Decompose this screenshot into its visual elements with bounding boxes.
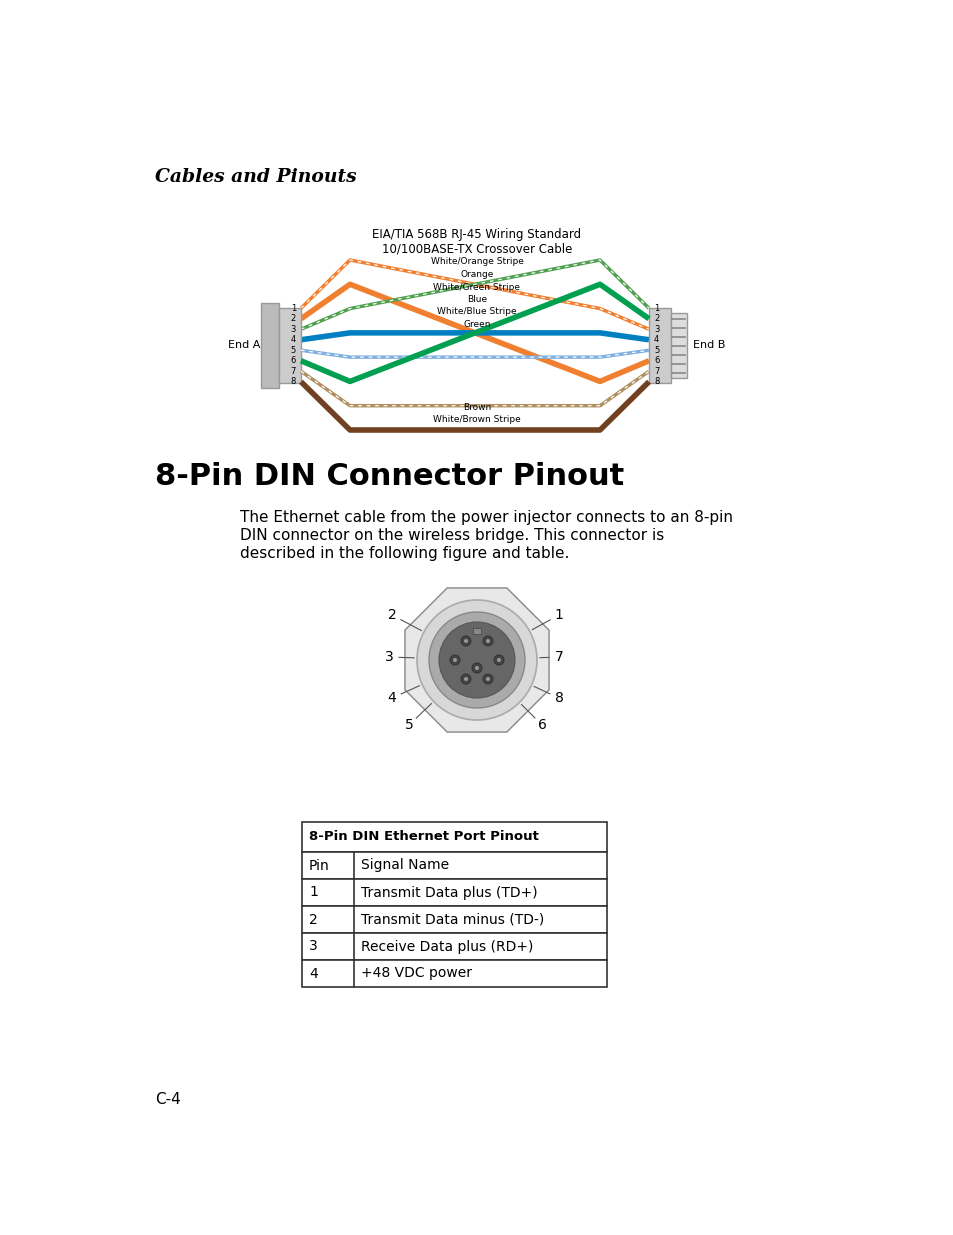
- Text: Transmit Data plus (TD+): Transmit Data plus (TD+): [360, 885, 537, 899]
- Text: 2: 2: [309, 913, 317, 926]
- FancyBboxPatch shape: [302, 960, 606, 987]
- Text: described in the following figure and table.: described in the following figure and ta…: [240, 546, 569, 561]
- Text: DIN connector on the wireless bridge. This connector is: DIN connector on the wireless bridge. Th…: [240, 529, 663, 543]
- Text: 3: 3: [654, 325, 659, 333]
- Text: 6: 6: [654, 356, 659, 366]
- Circle shape: [497, 658, 500, 662]
- Text: 4: 4: [291, 335, 295, 345]
- Text: Cables and Pinouts: Cables and Pinouts: [154, 168, 356, 186]
- Text: Receive Data plus (RD+): Receive Data plus (RD+): [360, 940, 533, 953]
- Text: The Ethernet cable from the power injector connects to an 8-pin: The Ethernet cable from the power inject…: [240, 510, 732, 525]
- Text: 1: 1: [554, 608, 563, 622]
- Text: End A: End A: [228, 340, 260, 350]
- Text: 6: 6: [291, 356, 295, 366]
- Circle shape: [460, 674, 471, 684]
- Text: White/Blue Stripe: White/Blue Stripe: [436, 308, 517, 316]
- Text: 5: 5: [654, 346, 659, 354]
- Circle shape: [482, 674, 493, 684]
- Text: 4: 4: [387, 692, 395, 705]
- Text: EIA/TIA 568B RJ-45 Wiring Standard: EIA/TIA 568B RJ-45 Wiring Standard: [372, 228, 581, 241]
- FancyBboxPatch shape: [302, 879, 606, 906]
- Text: Brown: Brown: [462, 403, 491, 412]
- Circle shape: [463, 677, 468, 680]
- Circle shape: [429, 613, 524, 708]
- Text: 5: 5: [291, 346, 295, 354]
- Text: 3: 3: [384, 650, 393, 664]
- Text: 7: 7: [654, 367, 659, 375]
- Circle shape: [450, 655, 459, 664]
- FancyBboxPatch shape: [302, 852, 606, 879]
- Circle shape: [494, 655, 503, 664]
- Text: 8: 8: [554, 692, 563, 705]
- FancyBboxPatch shape: [473, 629, 480, 634]
- FancyBboxPatch shape: [302, 932, 606, 960]
- Text: 4: 4: [654, 335, 659, 345]
- Text: White/Brown Stripe: White/Brown Stripe: [433, 415, 520, 425]
- Text: Pin: Pin: [309, 858, 330, 872]
- FancyBboxPatch shape: [278, 308, 301, 383]
- Text: 1: 1: [291, 304, 295, 312]
- Text: White/Orange Stripe: White/Orange Stripe: [430, 258, 523, 267]
- Text: 2: 2: [291, 314, 295, 324]
- Text: White/Green Stripe: White/Green Stripe: [433, 283, 520, 291]
- FancyBboxPatch shape: [302, 823, 606, 852]
- Circle shape: [416, 600, 537, 720]
- FancyBboxPatch shape: [670, 312, 686, 378]
- Text: Green: Green: [463, 320, 490, 329]
- FancyBboxPatch shape: [302, 906, 606, 932]
- Text: 1: 1: [309, 885, 317, 899]
- Text: +48 VDC power: +48 VDC power: [360, 967, 472, 981]
- Circle shape: [463, 638, 468, 643]
- Text: 7: 7: [291, 367, 295, 375]
- Circle shape: [485, 677, 490, 680]
- Text: Blue: Blue: [466, 295, 487, 304]
- FancyBboxPatch shape: [261, 303, 278, 388]
- Circle shape: [475, 666, 478, 671]
- Circle shape: [482, 636, 493, 646]
- FancyBboxPatch shape: [648, 308, 670, 383]
- Text: 2: 2: [654, 314, 659, 324]
- Circle shape: [438, 622, 515, 698]
- Circle shape: [485, 638, 490, 643]
- Text: Signal Name: Signal Name: [360, 858, 449, 872]
- Text: 8: 8: [654, 377, 659, 387]
- Text: 6: 6: [537, 718, 546, 732]
- Text: 2: 2: [387, 608, 395, 622]
- Text: 4: 4: [309, 967, 317, 981]
- Text: 8-Pin DIN Connector Pinout: 8-Pin DIN Connector Pinout: [154, 462, 623, 492]
- Circle shape: [453, 658, 456, 662]
- Text: End B: End B: [692, 340, 724, 350]
- Text: 8-Pin DIN Ethernet Port Pinout: 8-Pin DIN Ethernet Port Pinout: [309, 830, 538, 844]
- Text: 7: 7: [554, 650, 563, 664]
- Text: Orange: Orange: [460, 270, 493, 279]
- Text: 3: 3: [291, 325, 295, 333]
- Text: 10/100BASE-TX Crossover Cable: 10/100BASE-TX Crossover Cable: [381, 242, 572, 254]
- Text: C-4: C-4: [154, 1092, 180, 1107]
- Text: 3: 3: [309, 940, 317, 953]
- Circle shape: [472, 663, 481, 673]
- Text: 1: 1: [654, 304, 659, 312]
- Text: 5: 5: [404, 718, 413, 732]
- Circle shape: [460, 636, 471, 646]
- Polygon shape: [404, 588, 549, 732]
- Text: Transmit Data minus (TD-): Transmit Data minus (TD-): [360, 913, 543, 926]
- Text: 8: 8: [291, 377, 295, 387]
